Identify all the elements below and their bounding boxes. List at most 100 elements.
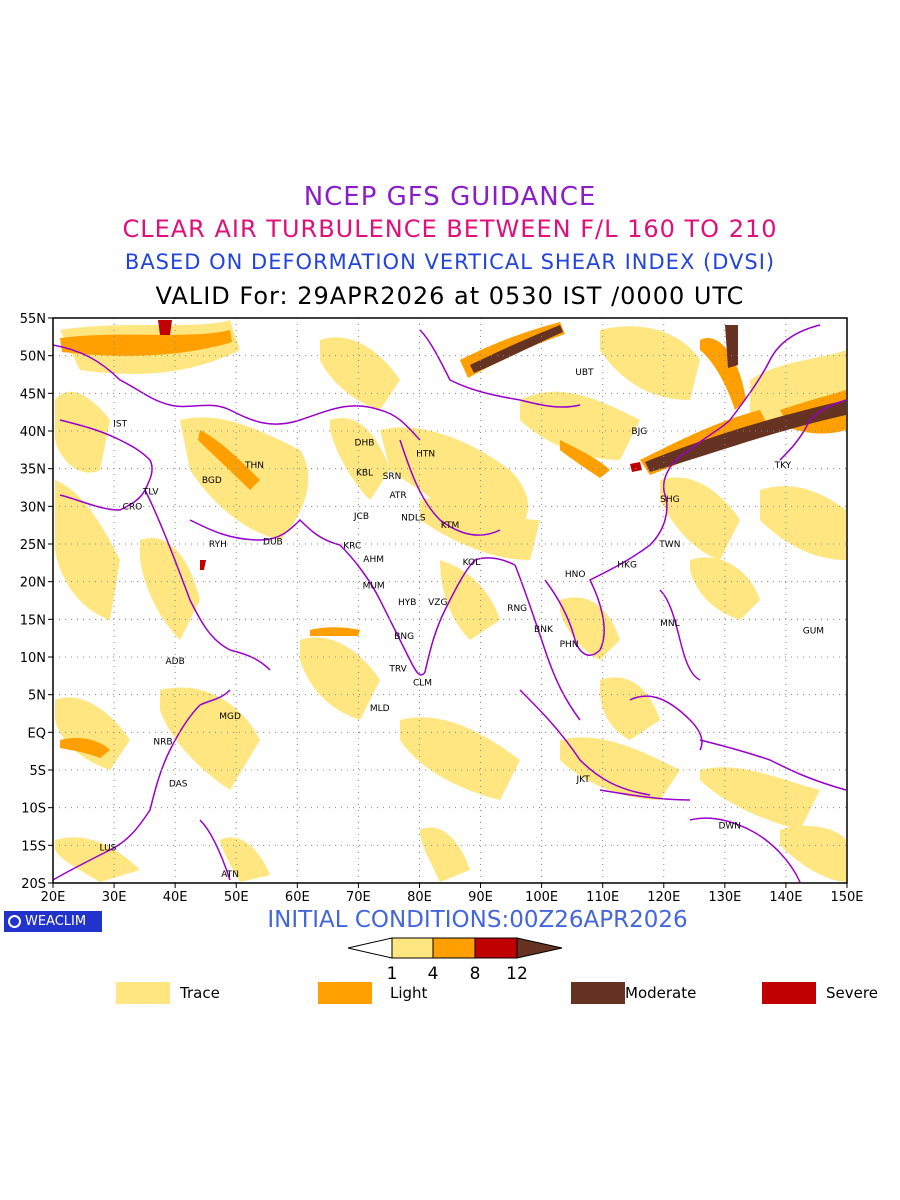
city-label-ndls: NDLS	[401, 514, 426, 524]
lon-tick-label: 150E	[830, 890, 863, 905]
city-label-adb: ADB	[166, 657, 185, 667]
city-markers: IST TLV CRO BGD THN RYH DUB ADB MGD NRB DAS LUS ATN D…	[100, 368, 825, 880]
city-label-bjg: BJG	[631, 427, 647, 437]
city-label-kol: KOL	[463, 558, 481, 568]
city-label-mld: MLD	[370, 704, 390, 714]
lat-tick-label: 20N	[20, 576, 46, 591]
initial-conditions: INITIAL CONDITIONS:00Z26APR2026	[267, 907, 688, 933]
city-label-vzg: VZG	[428, 598, 447, 608]
valid-time: VALID For: 29APR2026 at 0530 IST /0000 U…	[155, 282, 745, 310]
city-label-mgd: MGD	[219, 712, 241, 722]
city-label-jcb: JCB	[353, 512, 369, 522]
colorbar-segment-trace	[391, 937, 434, 959]
city-label-mum: MUM	[363, 581, 385, 591]
coastlines	[53, 324, 847, 883]
city-label-shg: SHG	[660, 495, 679, 505]
colorbar-tick: 8	[470, 964, 481, 984]
lat-tick-label: 15N	[20, 613, 46, 628]
lon-tick-label: 40E	[163, 890, 188, 905]
city-label-tky: TKY	[774, 461, 792, 471]
colorbar-tick: 12	[506, 964, 528, 984]
logo-circle-icon	[8, 915, 21, 928]
city-label-hyb: HYB	[398, 598, 416, 608]
city-label-dhb: DHB	[355, 438, 375, 448]
logo-text: WEACLIM	[25, 914, 87, 929]
lon-tick-label: 30E	[102, 890, 127, 905]
city-label-dwn: DWN	[718, 822, 741, 832]
colorbar-segment-light	[432, 937, 476, 959]
lon-tick-label: 80E	[407, 890, 432, 905]
lat-tick-label: 50N	[20, 350, 46, 365]
turbulence-field	[55, 320, 846, 882]
city-label-das: DAS	[169, 780, 188, 790]
lat-tick-label: 55N	[20, 312, 46, 327]
city-label-phn: PHN	[560, 640, 579, 650]
grid-lines	[53, 318, 847, 883]
city-label-srn: SRN	[383, 472, 402, 482]
colorbar-tick: 1	[387, 964, 398, 984]
city-label-hno: HNO	[565, 570, 586, 580]
city-label-trv: TRV	[388, 664, 407, 674]
lon-tick-label: 120E	[647, 890, 680, 905]
city-label-nrb: NRB	[153, 737, 172, 747]
city-label-jkt: JKT	[575, 775, 590, 785]
lat-tick-label: 5S	[29, 764, 46, 779]
lat-tick-label: 40N	[20, 425, 46, 440]
title-line-3: BASED ON DEFORMATION VERTICAL SHEAR INDE…	[124, 250, 776, 274]
lon-tick-label: 70E	[346, 890, 371, 905]
legend-label-moderate: Moderate	[625, 984, 697, 1002]
lat-tick-label: 25N	[20, 538, 46, 553]
colorbar-segment-severe	[474, 937, 518, 959]
title-line-2: CLEAR AIR TURBULENCE BETWEEN F/L 160 TO …	[122, 215, 778, 243]
city-label-tlv: TLV	[142, 487, 160, 497]
lat-tick-label: 10N	[20, 651, 46, 666]
colorbar-segment-below	[347, 937, 393, 959]
city-label-dub: DUB	[263, 538, 283, 548]
city-label-atn: ATN	[221, 870, 239, 880]
legend-swatch-severe	[762, 982, 816, 1004]
city-label-twn: TWN	[658, 540, 680, 550]
legend-swatch-moderate	[571, 982, 625, 1004]
lat-tick-label: 10S	[21, 802, 46, 817]
title-line-1: NCEP GFS GUIDANCE	[303, 182, 597, 212]
lon-tick-label: 60E	[285, 890, 310, 905]
longitude-labels: 20E 30E 40E 50E 60E 70E 80E 90E 100E 110E 120E 130E…	[41, 890, 864, 905]
latitude-labels: 55N 50N 45N 40N 35N 30N 25N 20N 15N 10N 5N EQ 5S 10S 1…	[20, 312, 46, 892]
lat-tick-label: 45N	[20, 387, 46, 402]
lon-tick-label: 20E	[41, 890, 66, 905]
city-label-ahm: AHM	[363, 555, 384, 565]
city-label-ktm: KTM	[441, 521, 459, 531]
city-label-ryh: RYH	[209, 540, 227, 550]
legend-swatch-light	[318, 982, 372, 1004]
city-label-kbl: KBL	[356, 468, 373, 478]
city-label-cro: CRO	[123, 502, 143, 512]
axis-ticks	[48, 317, 848, 888]
city-label-lus: LUS	[100, 844, 117, 854]
city-label-bnk: BNK	[534, 625, 554, 635]
city-label-gum: GUM	[803, 627, 824, 637]
city-label-ist: IST	[113, 419, 127, 429]
city-label-bgd: BGD	[202, 476, 222, 486]
legend-label-light: Light	[390, 984, 428, 1002]
lat-tick-label: 20S	[21, 877, 46, 892]
lat-tick-label: 15S	[21, 839, 46, 854]
lat-tick-label: 30N	[20, 500, 46, 515]
city-label-mnl: MNL	[660, 619, 680, 629]
lon-tick-label: 130E	[708, 890, 741, 905]
city-label-hkg: HKG	[617, 560, 637, 570]
city-label-ubt: UBT	[575, 368, 594, 378]
colorbar: 1 4 8 12	[347, 937, 563, 984]
lon-tick-label: 100E	[525, 890, 558, 905]
lon-tick-label: 140E	[769, 890, 802, 905]
map-frame	[52, 317, 848, 884]
city-label-krc: KRC	[343, 542, 361, 552]
weaclim-logo: WEACLIM	[4, 911, 102, 932]
colorbar-tick: 4	[428, 964, 439, 984]
lon-tick-label: 90E	[468, 890, 493, 905]
city-label-rng: RNG	[507, 604, 527, 614]
lat-tick-label: EQ	[28, 726, 46, 741]
legend-swatch-trace	[116, 982, 170, 1004]
lon-tick-label: 110E	[586, 890, 619, 905]
lat-tick-label: 5N	[28, 689, 46, 704]
trace-areas	[55, 320, 846, 882]
